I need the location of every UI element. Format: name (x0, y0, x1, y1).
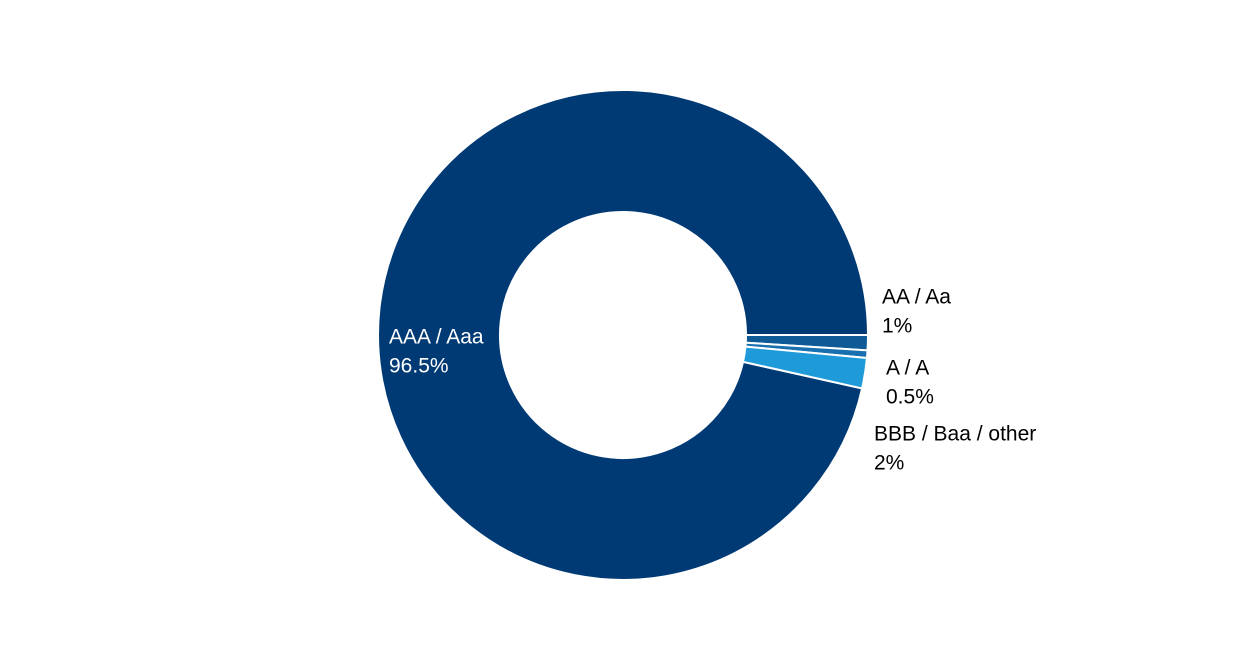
donut-slice (741, 345, 869, 390)
slice-label: BBB / Baa / other (874, 423, 1036, 446)
donut-slice (377, 89, 870, 581)
slice-label: AA / Aa (882, 286, 951, 309)
slice-value-label: 0.5% (886, 386, 934, 409)
slice-label: A / A (886, 357, 929, 380)
slice-value-label: 1% (882, 315, 912, 338)
slice-value-label: 96.5% (389, 355, 449, 378)
slice-value-label: 2% (874, 452, 904, 475)
slice-label: AAA / Aaa (389, 326, 484, 349)
